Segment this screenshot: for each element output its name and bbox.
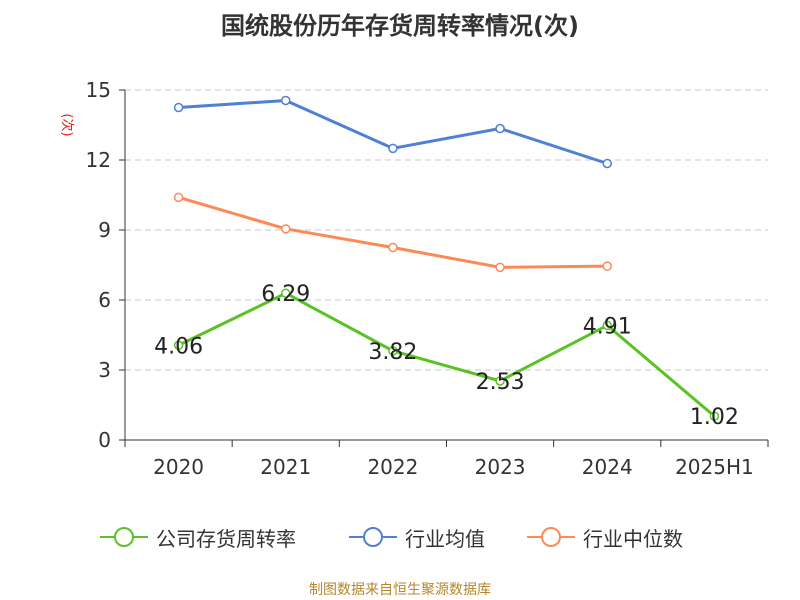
y-tick-label: 0 bbox=[98, 428, 111, 452]
data-labels: 4.06 6.29 3.82 2.53 4.91 1.02 bbox=[154, 282, 739, 430]
x-tick-label: 2021 bbox=[260, 455, 311, 479]
data-point bbox=[281, 95, 291, 106]
data-label: 1.02 bbox=[690, 405, 739, 430]
y-tick-label: 6 bbox=[98, 288, 111, 312]
data-point bbox=[173, 192, 184, 203]
series-line bbox=[178, 99, 608, 165]
data-label: 6.29 bbox=[261, 282, 310, 307]
data-label: 4.06 bbox=[154, 334, 203, 359]
data-source-note: 制图数据来自恒生聚源数据库 bbox=[309, 582, 491, 598]
x-tick-label: 2025H1 bbox=[675, 455, 754, 479]
data-point bbox=[495, 123, 505, 134]
data-point bbox=[495, 262, 505, 273]
grid-lines bbox=[125, 89, 768, 371]
legend-item-industry-mean[interactable]: 行业均值 bbox=[347, 522, 485, 552]
y-tick-label: 12 bbox=[86, 148, 111, 172]
data-label: 2.53 bbox=[476, 370, 525, 395]
legend-label-industry-mean: 行业均值 bbox=[405, 526, 485, 551]
data-label: 3.82 bbox=[368, 340, 417, 365]
axes bbox=[119, 89, 769, 447]
y-tick-label: 3 bbox=[98, 358, 111, 382]
legend-label-industry-median: 行业中位数 bbox=[583, 526, 683, 551]
y-tick-label: 9 bbox=[98, 218, 111, 242]
legend-marker-industry-median bbox=[527, 527, 575, 547]
legend-item-company[interactable]: 公司存货周转率 bbox=[98, 522, 296, 552]
data-point bbox=[281, 224, 291, 234]
legend-marker-industry-mean bbox=[349, 527, 397, 547]
x-tick-label: 2024 bbox=[582, 455, 633, 479]
data-point bbox=[602, 158, 612, 169]
chart-title: 国统股份历年存货周转率情况(次) bbox=[221, 12, 579, 40]
y-tick-label: 15 bbox=[86, 78, 111, 102]
data-point bbox=[173, 340, 184, 351]
y-tick-labels: 0 3 6 9 12 15 bbox=[86, 78, 111, 452]
x-tick-label: 2020 bbox=[153, 455, 204, 479]
data-point bbox=[709, 411, 720, 421]
legend-marker-company bbox=[100, 527, 148, 547]
legend-item-industry-median[interactable]: 行业中位数 bbox=[525, 522, 683, 552]
series-line bbox=[178, 195, 608, 269]
data-point bbox=[495, 376, 505, 386]
x-tick-label: 2022 bbox=[367, 455, 418, 479]
data-point bbox=[602, 320, 612, 331]
x-tick-labels: 2020 2021 2022 2023 2024 2025H1 bbox=[153, 455, 754, 479]
x-tick-label: 2023 bbox=[475, 455, 526, 479]
data-point bbox=[602, 261, 612, 271]
data-point bbox=[388, 143, 398, 154]
data-point bbox=[281, 288, 291, 298]
data-point bbox=[173, 102, 184, 113]
data-point bbox=[388, 346, 398, 356]
series-lines bbox=[173, 95, 720, 421]
data-label: 4.91 bbox=[583, 314, 632, 339]
legend-label-company: 公司存货周转率 bbox=[156, 526, 296, 551]
y-axis-label: (次) bbox=[59, 113, 75, 136]
series-line bbox=[177, 291, 716, 418]
data-point bbox=[388, 242, 398, 253]
